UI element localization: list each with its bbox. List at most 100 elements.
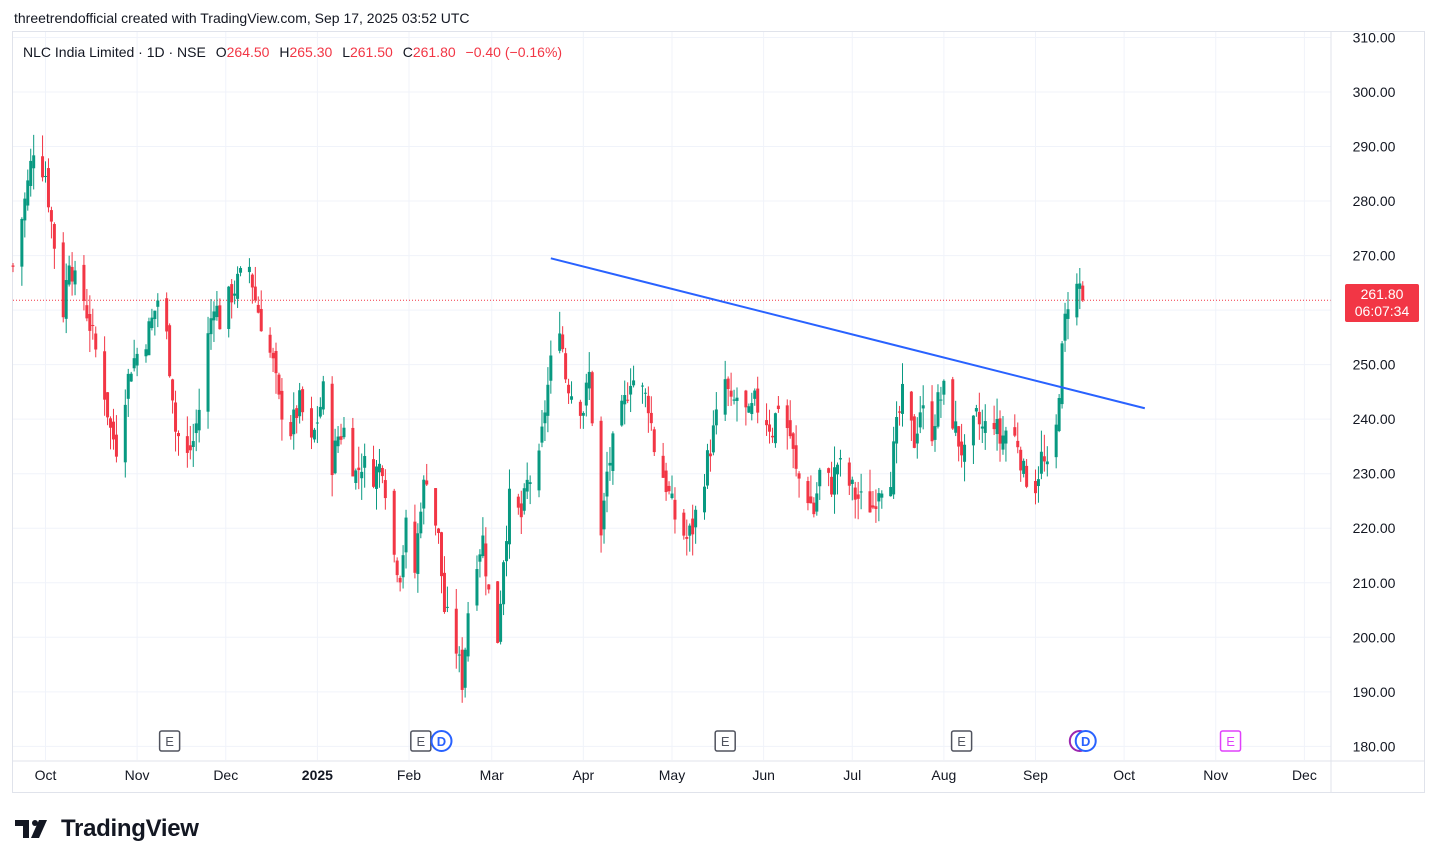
candle-body [963,444,967,462]
candle-body [877,493,881,502]
candle-body [507,488,511,545]
candle-body [930,401,934,442]
candle-body [357,467,361,471]
candle-body [1042,456,1046,462]
candle-body [176,433,180,437]
candle-body [206,333,210,412]
candle-body [11,265,15,267]
candle-body [32,155,36,169]
candle-body [147,321,151,356]
candle-body [144,349,148,357]
candle-body [732,399,736,401]
candle-body [1004,430,1008,444]
candle-body [691,518,695,535]
candle-body [502,562,506,605]
x-tick-label: Nov [1203,767,1228,783]
candle-body [52,224,56,249]
x-tick-label: 2025 [302,767,333,783]
candle-body [1025,465,1029,487]
candle-body [174,402,178,432]
candle-body [998,418,1002,444]
bar-countdown: 06:07:34 [1354,303,1410,319]
candle-body [776,405,780,410]
candle-body [29,160,33,186]
candle-body [342,427,346,438]
trendline[interactable] [550,257,1146,410]
candle-body [794,445,798,469]
candle-body [954,421,958,433]
candle-body [880,493,884,498]
candle-body [339,436,343,440]
candle-body [835,464,839,475]
time-axis[interactable]: Oct Nov Dec 2025 Feb Mar Apr May Jun Jul Aug Sep Oct… [35,767,1317,783]
candle-body [827,468,831,473]
candle-body [44,175,48,177]
price-axis[interactable]: 180.00 190.00 200.00 210.00 220.00 230.00 240.… [1353,29,1396,754]
candle-body [129,373,133,382]
candle-body [292,409,296,435]
candle-body [703,486,707,513]
high-value: 265.30 [289,44,333,60]
candle-body [156,300,160,307]
candle-body [197,409,201,431]
candle-body [726,378,730,390]
candle-body [298,390,302,417]
candle-body [608,462,612,466]
y-tick-label: 250.00 [1353,357,1396,373]
candle-body [652,429,656,453]
candle-body [209,318,213,335]
candle-body [806,481,810,504]
candle-body [540,426,544,443]
candle-body [73,270,77,285]
y-tick-label: 210.00 [1353,575,1396,591]
candle-body [549,355,553,381]
candle-body [809,496,813,504]
candle-body [168,325,172,377]
candle-body [1060,343,1064,405]
earnings-marker-label: E [1226,734,1235,749]
x-tick-label: May [659,767,685,783]
candle-body [528,482,532,484]
candle-body [1016,440,1020,448]
y-tick-label: 290.00 [1353,139,1396,155]
candle-body [153,310,157,320]
candle-body [230,284,234,303]
candle-body [1066,309,1070,319]
candle-body [750,403,754,415]
change-value: −0.40 (−0.16%) [465,44,563,60]
tradingview-logo[interactable]: TradingView [15,815,199,843]
candle-body [895,417,899,444]
candle-body [363,456,367,468]
candle-body [537,450,541,491]
candle-body [227,286,231,329]
candle-body [401,555,405,578]
y-tick-label: 310.00 [1353,29,1396,45]
candle-body [640,385,644,387]
candle-body [416,533,420,574]
candle-body [921,405,925,409]
symbol-title[interactable]: NLC India Limited · 1D · NSE [23,44,206,60]
candle-body [1045,461,1049,465]
candle-body [670,493,674,499]
candle-body [747,406,751,413]
candle-body [723,379,727,415]
candle-body [590,372,594,424]
candle-body [853,487,857,500]
candle-body [280,390,284,420]
candle-body [581,412,585,416]
x-tick-label: Dec [1292,767,1317,783]
candle-body [215,305,219,318]
candle-body [268,334,272,353]
candle-body [422,479,426,509]
x-tick-label: Dec [213,767,238,783]
x-tick-label: Aug [931,767,956,783]
chart-caption: threetrendofficial created with TradingV… [14,10,470,26]
candle-body [463,649,467,688]
candle-body [705,450,709,486]
candle-body [442,572,446,612]
candle-body [475,569,479,606]
candle-body [106,392,110,418]
open-label: O [215,44,227,60]
candle-body [437,528,441,534]
